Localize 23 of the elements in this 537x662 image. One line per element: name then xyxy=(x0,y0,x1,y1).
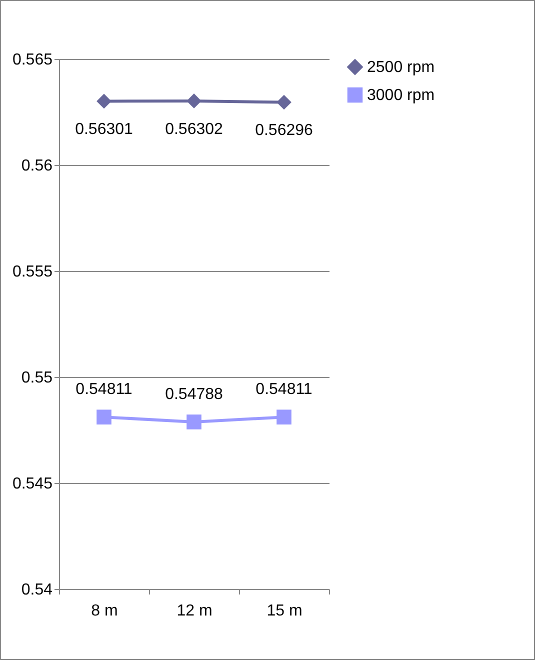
point xyxy=(96,94,112,109)
y-tick-label: 0.55 xyxy=(21,370,53,386)
point xyxy=(186,414,202,430)
data-label: 0.56302 xyxy=(165,120,224,138)
data-label: 0.56296 xyxy=(255,122,314,140)
legend-label: 2500 rpm xyxy=(367,59,435,76)
y-tick-label: 0.56 xyxy=(21,158,53,174)
data-label: 0.54811 xyxy=(256,381,312,398)
data-label: 0.54811 xyxy=(76,381,132,398)
data-label: 0.56301 xyxy=(75,121,134,138)
point xyxy=(96,410,112,424)
legend-label: 3000 rpm xyxy=(367,87,435,104)
x-tick-label: 8 m xyxy=(91,602,118,620)
y-tick-label: 0.555 xyxy=(12,264,53,280)
point xyxy=(276,94,292,110)
y-tick-label: 0.565 xyxy=(12,52,53,68)
data-label: 0.54788 xyxy=(165,386,224,403)
point xyxy=(186,94,202,108)
y-tick-label: 0.54 xyxy=(21,582,53,598)
x-tick-label: 12 m xyxy=(176,602,212,620)
x-tick-label: 15 m xyxy=(266,602,302,620)
y-tick-label: 0.545 xyxy=(12,476,53,492)
point xyxy=(276,410,292,424)
